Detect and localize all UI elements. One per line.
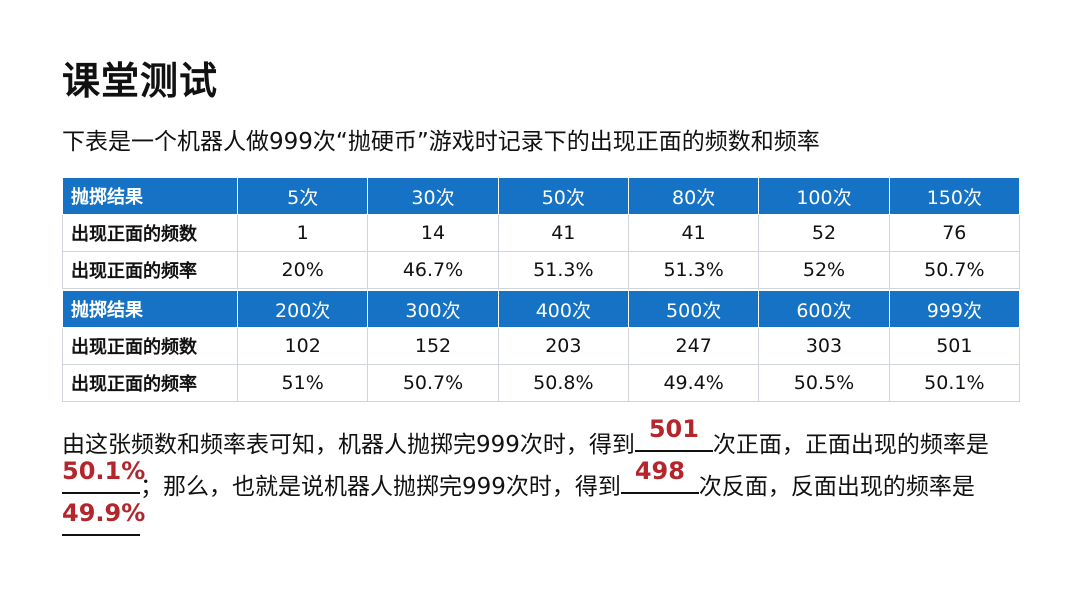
answer-blank: 498 (620, 458, 699, 494)
header-cell: 30次 (367, 177, 499, 215)
table-caption: 下表是一个机器人做999次“抛硬币”游戏时记录下的出现正面的频数和频率 (62, 129, 820, 155)
header-cell: 150次 (888, 177, 1021, 215)
row-label: 出现正面的频数 (62, 214, 238, 252)
answer-value: 49.9% (62, 499, 146, 527)
header-cell: 300次 (367, 290, 499, 328)
row-label: 出现正面的频率 (62, 251, 238, 289)
table-cell: 41 (497, 214, 629, 252)
table-cell: 49.4% (627, 364, 760, 402)
table-cell: 14 (367, 214, 499, 252)
table-row: 出现正面的频率 51% 50.7% 50.8% 49.4% 50.5% 50.1… (62, 364, 1021, 402)
table-cell: 52% (758, 251, 890, 289)
table-cell: 102 (236, 327, 369, 365)
table-cell: 51% (236, 364, 369, 402)
question-text: 由这张频数和频率表可知，机器人抛掷完999次时，得到 (62, 432, 635, 458)
page-title: 课堂测试 (62, 59, 219, 103)
table-cell: 247 (627, 327, 760, 365)
table-cell: 20% (236, 251, 369, 289)
table-cell: 203 (497, 327, 629, 365)
table-row: 出现正面的频数 1 14 41 41 52 76 (62, 214, 1021, 252)
table-cell: 1 (236, 214, 369, 252)
table-cell: 51.3% (627, 251, 760, 289)
table-cell: 52 (758, 214, 890, 252)
table-cell: 50.7% (888, 251, 1021, 289)
answer-blank: 501 (634, 416, 713, 452)
answer-value: 501 (648, 415, 699, 443)
row-label: 出现正面的频率 (62, 364, 238, 402)
header-cell: 抛掷结果 (62, 177, 238, 215)
question-text: 次正面，正面出现的频率是 (712, 432, 989, 458)
table-cell: 76 (888, 214, 1021, 252)
data-table-2: 抛掷结果 200次 300次 400次 500次 600次 999次 出现正面的… (62, 290, 1021, 402)
header-cell: 600次 (758, 290, 890, 328)
header-cell: 500次 (627, 290, 760, 328)
header-cell: 200次 (236, 290, 369, 328)
answer-blank: 50.1% (62, 458, 145, 494)
question-paragraph: 由这张频数和频率表可知，机器人抛掷完999次时，得到 501 次正面，正面出现的频率… (62, 416, 1027, 550)
table-cell: 152 (367, 327, 499, 365)
table-cell: 303 (758, 327, 890, 365)
table-cell: 50.7% (367, 364, 499, 402)
table-cell: 50.5% (758, 364, 890, 402)
table-header-row: 抛掷结果 5次 30次 50次 80次 100次 150次 (62, 177, 1021, 215)
table-cell: 501 (888, 327, 1021, 365)
header-cell: 400次 (497, 290, 629, 328)
table-header-row: 抛掷结果 200次 300次 400次 500次 600次 999次 (62, 290, 1021, 328)
table-cell: 46.7% (367, 251, 499, 289)
question-text: 次反面，反面出现的频率是 (698, 474, 975, 500)
table-cell: 50.1% (888, 364, 1021, 402)
answer-value: 498 (634, 457, 685, 485)
answer-blank: 49.9% (62, 500, 145, 536)
header-cell: 50次 (497, 177, 629, 215)
table-row: 出现正面的频率 20% 46.7% 51.3% 51.3% 52% 50.7% (62, 251, 1021, 289)
answer-value: 50.1% (62, 457, 146, 485)
header-cell: 抛掷结果 (62, 290, 238, 328)
header-cell: 100次 (758, 177, 890, 215)
data-table-1: 抛掷结果 5次 30次 50次 80次 100次 150次 出现正面的频数 1 … (62, 177, 1021, 289)
table-cell: 50.8% (497, 364, 629, 402)
table-cell: 51.3% (497, 251, 629, 289)
table-row: 出现正面的频数 102 152 203 247 303 501 (62, 327, 1021, 365)
table-cell: 41 (627, 214, 760, 252)
header-cell: 5次 (236, 177, 369, 215)
header-cell: 80次 (627, 177, 760, 215)
header-cell: 999次 (888, 290, 1021, 328)
row-label: 出现正面的频数 (62, 327, 238, 365)
question-text: ；那么，也就是说机器人抛掷完999次时，得到 (140, 474, 621, 500)
